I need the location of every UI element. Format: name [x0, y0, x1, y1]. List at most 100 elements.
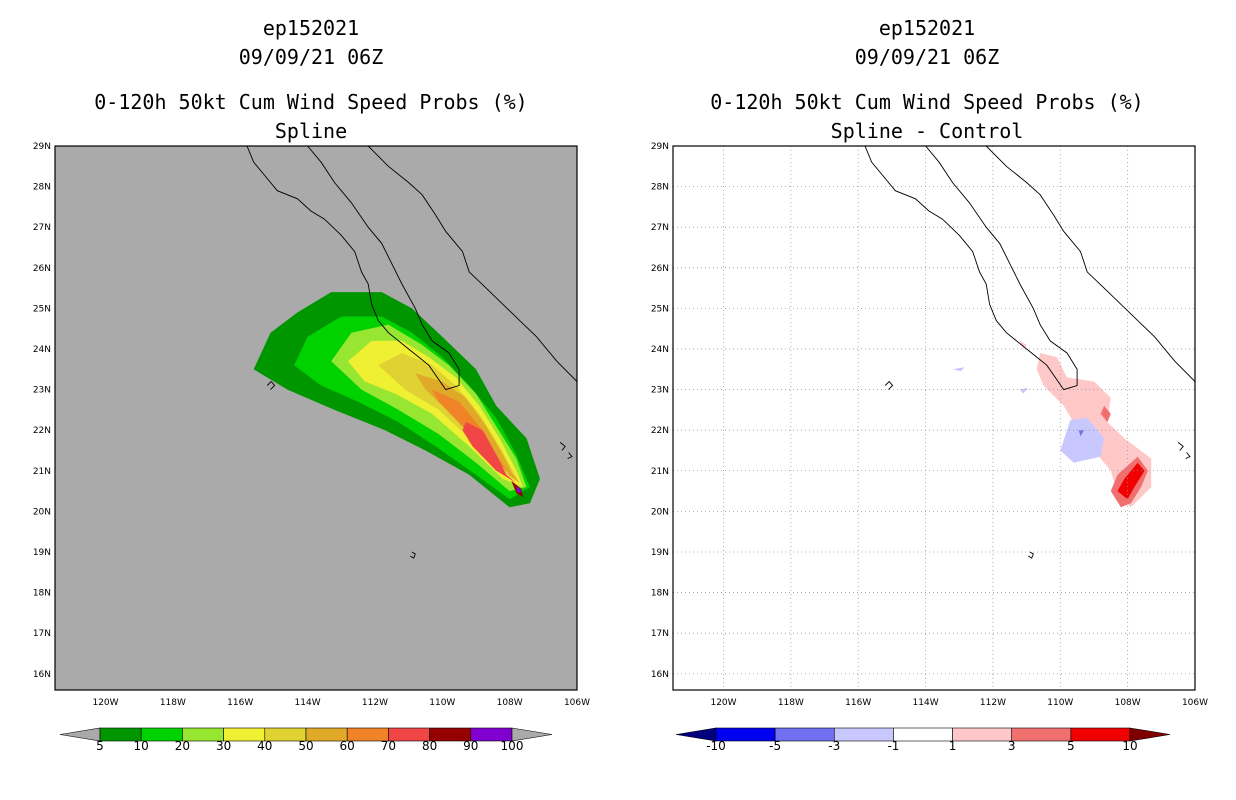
right-title-line-1: ep152021: [878, 16, 976, 40]
left-colorbar-label-7: 70: [381, 739, 396, 753]
right-x-tick-label-5: 110W: [1047, 698, 1073, 708]
left-contour-9: [516, 486, 522, 494]
right-x-tick-label-6: 108W: [1115, 698, 1141, 708]
left-colorbar-label-8: 80: [422, 739, 437, 753]
right-x-tick-label-0: 120W: [710, 698, 736, 708]
right-contour-6: [952, 367, 965, 372]
right-y-tick-label-8: 24N: [651, 345, 669, 355]
left-y-tick-label-9: 25N: [33, 304, 51, 314]
right-colorbar-label-6: 5: [1067, 739, 1075, 753]
left-y-tick-label-10: 26N: [33, 264, 51, 274]
left-coastline-0: [246, 146, 460, 391]
left-colorbar-label-3: 30: [216, 739, 231, 753]
left-colorbar-label-5: 50: [298, 739, 313, 753]
right-colorbar-label-2: -3: [828, 739, 840, 753]
left-x-tick-label-2: 116W: [227, 698, 253, 708]
left-x-tick-label-5: 110W: [429, 698, 455, 708]
left-y-tick-label-11: 27N: [33, 223, 51, 233]
right-colorbar-label-4: 1: [949, 739, 957, 753]
right-contour-7: [1019, 387, 1029, 394]
right-y-tick-label-3: 19N: [651, 548, 669, 558]
left-y-tick-label-1: 17N: [33, 629, 51, 639]
right-y-tick-label-10: 26N: [651, 264, 669, 274]
left-colorbar-label-1: 10: [134, 739, 149, 753]
right-contour-1: [1019, 340, 1027, 349]
right-x-tick-label-7: 106W: [1182, 698, 1208, 708]
left-coastline-2: [266, 380, 276, 390]
right-colorbar-label-7: 10: [1122, 739, 1137, 753]
left-colorbar-low-end: [59, 727, 101, 742]
left-x-tick-label-7: 106W: [564, 698, 590, 708]
right-x-tick-label-4: 112W: [980, 698, 1006, 708]
left-colorbar-label-10: 100: [501, 739, 524, 753]
left-colorbar-label-9: 90: [463, 739, 478, 753]
right-contour-2: [1100, 405, 1111, 423]
left-y-tick-label-6: 22N: [33, 426, 51, 436]
right-coastline-2: [884, 380, 894, 390]
left-x-tick-label-1: 118W: [160, 698, 186, 708]
left-coastline-3: [410, 551, 416, 559]
right-colorbar-box-1: [774, 727, 835, 742]
left-title-line-1: ep152021: [262, 16, 360, 40]
left-colorbar-label-4: 40: [257, 739, 272, 753]
right-x-tick-label-2: 116W: [845, 698, 871, 708]
right-colorbar-high-end: [1129, 727, 1171, 742]
left-y-tick-label-8: 24N: [33, 345, 51, 355]
right-contour-4: [1117, 462, 1145, 500]
right-title-line-3: 0-120h 50kt Cum Wind Speed Probs (%): [710, 90, 1144, 114]
left-y-tick-label-0: 16N: [33, 670, 51, 680]
right-colorbar-box-3: [893, 727, 953, 742]
right-x-tick-label-1: 118W: [778, 698, 804, 708]
right-coastline-1: [985, 146, 1195, 382]
left-y-tick-label-7: 23N: [33, 386, 51, 396]
right-x-tick-label-3: 114W: [913, 698, 939, 708]
left-y-tick-label-12: 28N: [33, 183, 51, 193]
right-contour-8: [1078, 430, 1084, 437]
right-colorbar-label-0: -10: [706, 739, 726, 753]
right-colorbar-label-3: -1: [887, 739, 899, 753]
left-colorbar-label-2: 20: [175, 739, 190, 753]
left-title-line-4: Spline: [274, 119, 348, 143]
left-colorbar-label-0: 5: [96, 739, 104, 753]
right-y-tick-label-4: 20N: [651, 507, 669, 517]
left-y-tick-label-2: 18N: [33, 589, 51, 599]
left-contour-7: [462, 422, 517, 483]
right-colorbar-box-4: [952, 727, 1013, 742]
right-y-tick-label-11: 27N: [651, 223, 669, 233]
right-plot-frame: [672, 145, 1196, 691]
left-title-line-2: 09/09/21 06Z: [238, 45, 384, 69]
left-x-tick-label-3: 114W: [295, 698, 321, 708]
right-y-tick-label-7: 23N: [651, 386, 669, 396]
right-y-tick-label-6: 22N: [651, 426, 669, 436]
right-y-tick-label-5: 21N: [651, 467, 669, 477]
left-x-tick-label-0: 120W: [92, 698, 118, 708]
right-colorbar-box-6: [1070, 727, 1131, 742]
right-coastline-3: [1028, 551, 1034, 559]
left-y-tick-label-5: 21N: [33, 467, 51, 477]
right-y-tick-label-1: 17N: [651, 629, 669, 639]
right-colorbar-label-5: 3: [1008, 739, 1016, 753]
right-plot-background: [673, 146, 1195, 690]
right-coastline-4: [1177, 442, 1184, 451]
right-y-tick-label-2: 18N: [651, 589, 669, 599]
right-y-tick-label-13: 29N: [651, 142, 669, 152]
right-y-tick-label-12: 28N: [651, 183, 669, 193]
left-y-tick-label-4: 20N: [33, 507, 51, 517]
left-colorbar-high-end: [511, 727, 553, 742]
left-y-tick-label-13: 29N: [33, 142, 51, 152]
left-coastline-5: [567, 452, 573, 460]
left-y-tick-label-3: 19N: [33, 548, 51, 558]
right-colorbar-label-1: -5: [769, 739, 781, 753]
left-x-tick-label-4: 112W: [362, 698, 388, 708]
left-title-line-3: 0-120h 50kt Cum Wind Speed Probs (%): [94, 90, 528, 114]
left-colorbar-label-6: 60: [340, 739, 355, 753]
left-coastline-1: [367, 146, 577, 382]
right-contour-5: [1060, 418, 1105, 463]
left-x-tick-label-6: 108W: [497, 698, 523, 708]
right-title-line-4: Spline - Control: [830, 119, 1024, 143]
right-colorbar-box-2: [833, 727, 894, 742]
left-plot-frame: [54, 145, 578, 691]
right-coastline-5: [1185, 452, 1191, 460]
right-colorbar-box-5: [1011, 727, 1072, 742]
